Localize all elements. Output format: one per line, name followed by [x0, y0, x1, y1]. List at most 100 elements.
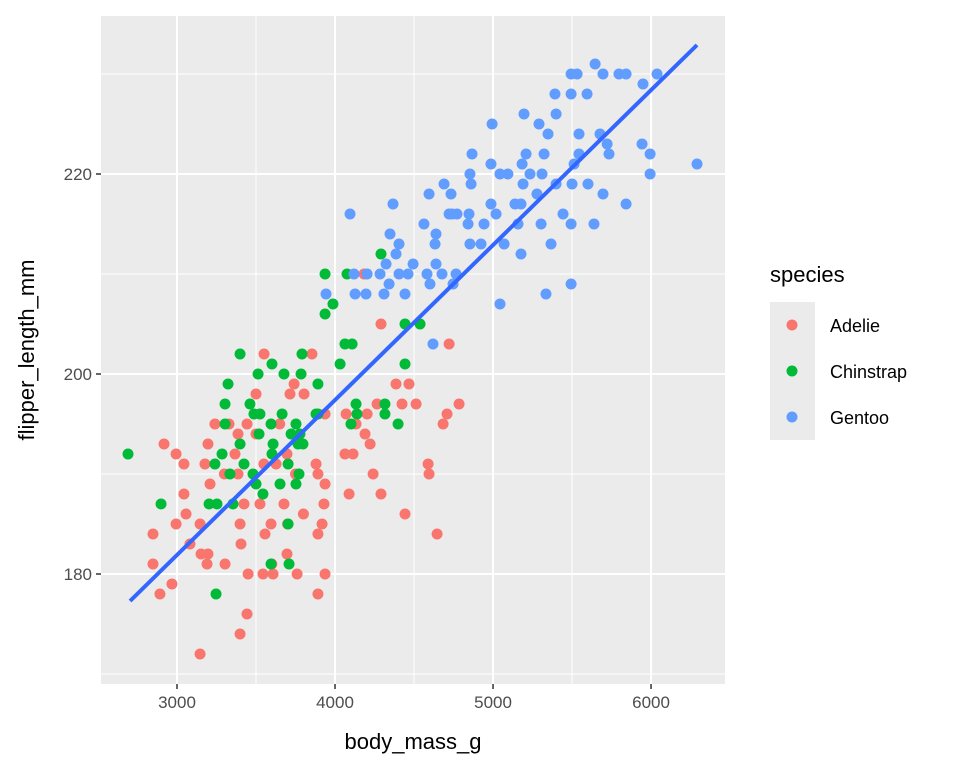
point-adelie	[343, 488, 355, 500]
point-chinstrap	[278, 368, 290, 380]
point-gentoo	[549, 88, 561, 100]
point-gentoo	[644, 168, 656, 180]
point-chinstrap	[346, 338, 358, 350]
point-gentoo	[509, 198, 521, 210]
point-chinstrap	[265, 558, 277, 570]
point-chinstrap	[203, 498, 215, 510]
point-gentoo	[486, 118, 498, 130]
point-chinstrap	[155, 498, 167, 510]
point-gentoo	[494, 168, 506, 180]
point-gentoo	[464, 168, 476, 180]
point-adelie	[278, 498, 290, 510]
point-adelie	[147, 558, 159, 570]
axes: 3000 4000 5000 6000 180 200 220	[64, 165, 670, 712]
point-adelie	[441, 408, 453, 420]
point-adelie	[399, 508, 411, 520]
point-adelie	[347, 448, 359, 460]
point-chinstrap	[216, 448, 228, 460]
legend: species Adelie Chinstrap Gentoo	[770, 262, 907, 440]
point-chinstrap	[219, 418, 231, 430]
point-gentoo	[566, 178, 578, 190]
point-gentoo	[533, 118, 545, 130]
legend-label-chinstrap: Chinstrap	[830, 362, 907, 382]
point-chinstrap	[379, 408, 391, 420]
point-adelie	[194, 518, 206, 530]
point-gentoo	[465, 178, 477, 190]
point-adelie	[437, 418, 449, 430]
point-adelie	[232, 468, 244, 480]
point-gentoo	[485, 198, 497, 210]
point-gentoo	[393, 268, 405, 280]
y-tick-label: 200	[64, 365, 92, 384]
point-chinstrap	[234, 438, 246, 450]
y-tick-label: 180	[64, 565, 92, 584]
point-gentoo	[597, 68, 609, 80]
point-chinstrap	[224, 468, 236, 480]
point-gentoo	[538, 148, 550, 160]
point-chinstrap	[334, 358, 346, 370]
legend-key-chinstrap	[786, 365, 798, 377]
point-gentoo	[360, 288, 372, 300]
point-gentoo	[651, 68, 663, 80]
point-adelie	[319, 478, 331, 490]
point-chinstrap	[319, 308, 331, 320]
point-gentoo	[620, 198, 632, 210]
point-adelie	[202, 548, 214, 560]
point-adelie	[453, 398, 465, 410]
point-adelie	[178, 458, 190, 470]
point-gentoo	[691, 158, 703, 170]
point-adelie	[234, 518, 246, 530]
point-chinstrap	[290, 418, 302, 430]
point-chinstrap	[254, 408, 266, 420]
point-chinstrap	[211, 498, 223, 510]
x-tick-label: 6000	[632, 693, 670, 712]
x-axis-title: body_mass_g	[345, 729, 482, 754]
point-gentoo	[361, 268, 373, 280]
point-gentoo	[540, 288, 552, 300]
point-chinstrap	[257, 488, 269, 500]
point-adelie	[219, 558, 231, 570]
point-gentoo	[429, 238, 441, 250]
point-gentoo	[545, 238, 557, 250]
point-adelie	[367, 468, 379, 480]
point-adelie	[298, 388, 310, 400]
point-chinstrap	[350, 398, 362, 410]
point-gentoo	[490, 208, 502, 220]
point-adelie	[147, 528, 159, 540]
point-chinstrap	[238, 458, 250, 470]
point-gentoo	[601, 138, 613, 150]
y-tick-label: 220	[64, 165, 92, 184]
point-adelie	[259, 528, 271, 540]
point-gentoo	[421, 268, 433, 280]
point-adelie	[194, 648, 206, 660]
point-chinstrap	[244, 398, 256, 410]
point-chinstrap	[282, 458, 294, 470]
point-adelie	[241, 608, 253, 620]
point-gentoo	[390, 248, 402, 260]
point-adelie	[284, 388, 296, 400]
point-gentoo	[494, 298, 506, 310]
point-chinstrap	[295, 368, 307, 380]
point-adelie	[241, 418, 253, 430]
point-gentoo	[436, 268, 448, 280]
point-adelie	[234, 628, 246, 640]
point-chinstrap	[265, 418, 277, 430]
point-adelie	[232, 428, 244, 440]
point-adelie	[339, 448, 351, 460]
point-adelie	[403, 378, 415, 390]
point-adelie	[250, 388, 262, 400]
point-adelie	[242, 568, 254, 580]
point-adelie	[209, 418, 221, 430]
point-adelie	[297, 508, 309, 520]
point-gentoo	[498, 238, 510, 250]
point-gentoo	[475, 238, 487, 250]
point-adelie	[166, 578, 178, 590]
point-adelie	[170, 518, 182, 530]
point-adelie	[170, 448, 182, 460]
point-chinstrap	[297, 438, 309, 450]
point-adelie	[265, 518, 277, 530]
point-gentoo	[443, 208, 455, 220]
point-chinstrap	[283, 558, 295, 570]
point-adelie	[312, 528, 324, 540]
